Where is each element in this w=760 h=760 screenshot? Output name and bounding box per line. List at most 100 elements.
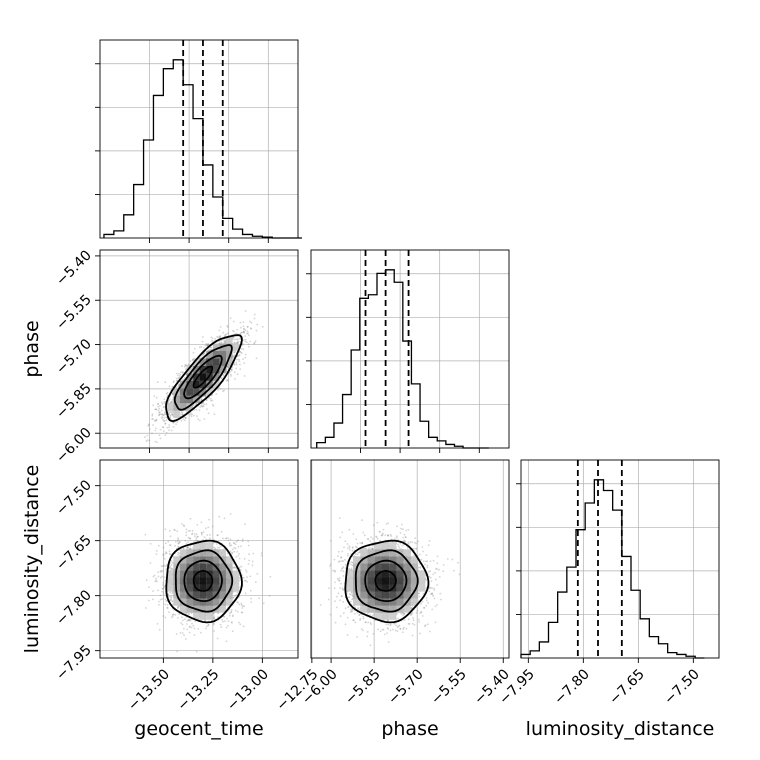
scatter-point (165, 392, 168, 395)
density-cell (179, 388, 187, 396)
scatter-point (233, 330, 235, 333)
scatter-point (156, 441, 159, 444)
scatter-point (180, 371, 182, 373)
scatter-point (222, 537, 225, 540)
scatter-point (169, 591, 172, 594)
scatter-point (170, 560, 173, 562)
scatter-point (238, 358, 240, 361)
scatter-point (220, 388, 222, 390)
scatter-point (155, 427, 157, 430)
scatter-point (210, 336, 213, 339)
scatter-point (208, 518, 211, 521)
histogram-bin (377, 273, 386, 448)
scatter-point (206, 534, 209, 536)
scatter-point (152, 590, 154, 592)
scatter-point (239, 363, 241, 366)
scatter-point (189, 413, 192, 416)
scatter-point (147, 423, 150, 426)
scatter-point (244, 329, 247, 332)
scatter-point (162, 592, 165, 595)
scatter-point (163, 401, 166, 403)
scatter-point (240, 347, 243, 350)
scatter-point (238, 553, 241, 555)
scatter-point (185, 542, 188, 545)
scatter-point (181, 365, 183, 368)
scatter-point (186, 623, 188, 625)
scatter-point (193, 347, 196, 350)
scatter-point (210, 346, 212, 349)
axes-frame (310, 249, 510, 449)
scatter-point (163, 576, 166, 579)
scatter-point (234, 350, 237, 353)
scatter-point (162, 414, 165, 417)
scatter-point (244, 353, 247, 356)
scatter-point (244, 338, 247, 341)
scatter-point (181, 632, 184, 634)
density-cell (186, 380, 194, 389)
histogram-phase (306, 249, 510, 453)
scatter-point (229, 371, 232, 373)
scatter-point (158, 413, 161, 416)
scatter-point (152, 575, 155, 578)
scatter-point (176, 540, 179, 543)
density-cell (179, 395, 187, 404)
scatter-point (163, 420, 165, 422)
scatter-point (232, 320, 235, 323)
scatter-point (162, 418, 164, 421)
scatter-point (164, 528, 167, 531)
scatter-point (211, 339, 213, 342)
scatter-point (239, 569, 242, 571)
scatter-point (240, 545, 242, 548)
scatter-point (230, 373, 232, 376)
scatter-point (163, 414, 165, 416)
scatter-point (223, 517, 226, 520)
scatter-point (236, 591, 239, 594)
histogram-bin (104, 234, 114, 238)
scatter-point (219, 335, 222, 337)
density-cell (219, 351, 227, 359)
histogram-bin (334, 423, 343, 448)
scatter-point (218, 329, 221, 332)
histogram-bin (604, 490, 613, 658)
scatter-point (217, 612, 219, 615)
histogram-bin (163, 69, 173, 238)
histogram-bin (325, 437, 334, 448)
y-tick-label: −5.85 (53, 380, 95, 422)
scatter-point (181, 411, 184, 414)
scatter-point (191, 359, 194, 361)
scatter-point (247, 332, 249, 335)
scatter-point (172, 381, 175, 384)
scatter-point (161, 587, 164, 590)
scatter-point (153, 574, 156, 577)
scatter-point (184, 618, 186, 620)
scatter-point (168, 424, 171, 426)
scatter-point (160, 571, 163, 573)
scatter-point (176, 421, 179, 423)
scatter-point (238, 557, 241, 560)
density-cell (212, 380, 220, 389)
scatter-point (211, 403, 214, 406)
scatter-point (219, 326, 222, 328)
scatter-point (233, 363, 236, 366)
scatter-point (192, 624, 195, 627)
density-cell (186, 403, 194, 411)
scatter-point (211, 525, 214, 528)
scatter-point (242, 328, 245, 331)
scatter-point (179, 631, 182, 634)
scatter-point (178, 613, 181, 615)
contour-line (165, 334, 243, 423)
density-cell (206, 380, 213, 389)
density-cell (206, 365, 213, 374)
scatter-point (161, 575, 164, 578)
scatter-point (220, 530, 223, 533)
scatter-point (228, 542, 231, 544)
scatter-point (184, 376, 186, 379)
scatter-point (157, 575, 160, 578)
scatter-point (234, 595, 236, 598)
scatter-point (199, 346, 201, 349)
histogram-steps (316, 269, 489, 449)
scatter-point (217, 389, 219, 391)
scatter-point (214, 338, 217, 340)
scatter-point (176, 650, 179, 653)
scatter-point (196, 524, 199, 526)
